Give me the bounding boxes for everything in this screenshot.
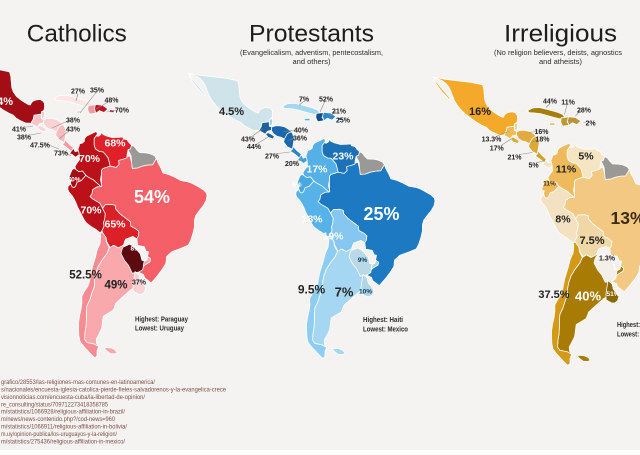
svg-text:44%: 44%: [247, 144, 262, 151]
svg-text:Catholics: Catholics: [27, 21, 127, 48]
svg-text:re_consulting/status/709712273: re_consulting/status/709712273418358785: [1, 402, 109, 408]
svg-text:70%: 70%: [67, 176, 80, 183]
svg-text:37.5%: 37.5%: [538, 289, 569, 301]
svg-text:17%: 17%: [490, 145, 505, 152]
svg-text:Highest: Paraguay: Highest: Paraguay: [135, 315, 189, 324]
svg-text:and others): and others): [293, 57, 331, 66]
svg-text:Lowest: Mexico: Lowest: Mexico: [363, 325, 408, 334]
svg-text:73%: 73%: [54, 150, 69, 157]
svg-text:4.5%: 4.5%: [219, 106, 244, 118]
svg-text:65%: 65%: [104, 219, 126, 231]
svg-text:16%: 16%: [469, 106, 491, 118]
svg-text:5%: 5%: [578, 151, 594, 163]
svg-text:54%: 54%: [134, 187, 170, 207]
svg-text:25%: 25%: [363, 204, 399, 224]
svg-text:visionnoticias.com/encuesta-cu: visionnoticias.com/encuesta-cuba/la-libe…: [1, 395, 145, 401]
svg-text:43%: 43%: [241, 136, 256, 143]
svg-text:18%: 18%: [535, 136, 550, 143]
svg-text:8%: 8%: [555, 214, 571, 226]
svg-text:40%: 40%: [575, 289, 601, 304]
svg-text:m/news/news-contenido.php?/cod: m/news/news-contenido.php?/cod-news=960: [1, 417, 116, 423]
svg-text:51%: 51%: [606, 291, 619, 298]
svg-text:m/statistics/1066911/religious: m/statistics/1066911/religious-affiliati…: [1, 425, 127, 431]
svg-text:m/statistics/1066928/religious: m/statistics/1066928/religious-affiliati…: [1, 410, 125, 416]
svg-text:11%: 11%: [543, 180, 556, 187]
svg-text:10%: 10%: [359, 288, 372, 295]
svg-text:89%: 89%: [130, 245, 143, 252]
svg-text:70%: 70%: [79, 153, 101, 165]
svg-text:16%: 16%: [534, 129, 549, 136]
svg-text:s/nacionales/encuesta-iglesia-: s/nacionales/encuesta-iglesia-catolica-p…: [1, 387, 227, 393]
svg-text:47.5%: 47.5%: [30, 142, 51, 149]
svg-text:13%: 13%: [610, 208, 640, 228]
svg-text:38%: 38%: [17, 134, 32, 141]
svg-text:27%: 27%: [265, 153, 280, 160]
svg-text:Protestants: Protestants: [249, 21, 374, 48]
svg-text:38%: 38%: [66, 118, 81, 125]
svg-text:52%: 52%: [319, 97, 334, 104]
svg-text:7.5%: 7.5%: [579, 235, 604, 247]
svg-text:Lowest: Paraguay: Lowest: Paraguay: [617, 330, 640, 339]
svg-text:(No religion believers, deists: (No religion believers, deists, agnostic…: [494, 48, 622, 57]
svg-text:40%: 40%: [294, 127, 309, 134]
svg-text:20%: 20%: [285, 161, 300, 168]
svg-text:11%: 11%: [561, 100, 575, 107]
svg-text:Highest: Uruguay: Highest: Uruguay: [617, 320, 640, 329]
svg-text:7%: 7%: [299, 97, 310, 104]
svg-text:9.5%: 9.5%: [298, 283, 326, 297]
svg-text:5%: 5%: [292, 181, 302, 188]
svg-text:2%: 2%: [585, 121, 596, 128]
svg-text:70%: 70%: [115, 108, 130, 115]
svg-text:grafico/28553/las-religiones-m: grafico/28553/las-religiones-mas-comunes…: [1, 380, 155, 386]
svg-text:Highest: Haiti: Highest: Haiti: [363, 315, 403, 324]
svg-text:52.5%: 52.5%: [69, 270, 102, 282]
svg-text:Irreligious: Irreligious: [504, 21, 617, 48]
svg-text:17%: 17%: [306, 164, 328, 176]
svg-text:m/statistics/275436/religious-: m/statistics/275436/religious-affiliatio…: [1, 439, 125, 445]
svg-text:Lowest: Uruguay: Lowest: Uruguay: [135, 324, 185, 333]
svg-text:36%: 36%: [293, 135, 308, 142]
svg-text:(Evangelicalism, adventism, pe: (Evangelicalism, adventism, pentecostali…: [240, 48, 383, 57]
svg-text:43%: 43%: [66, 126, 81, 133]
svg-text:5%: 5%: [528, 162, 539, 169]
svg-text:11%: 11%: [556, 164, 577, 176]
svg-text:23%: 23%: [332, 151, 354, 163]
svg-text:25%: 25%: [336, 118, 351, 125]
svg-text:7%: 7%: [335, 284, 354, 299]
svg-text:13.3%: 13.3%: [482, 136, 503, 143]
svg-text:and atheists): and atheists): [539, 57, 582, 66]
svg-text:37%: 37%: [132, 279, 147, 286]
svg-text:19%: 19%: [322, 231, 344, 243]
svg-text:74%: 74%: [0, 96, 13, 108]
svg-text:m.uy/opinion-publica/los-urugu: m.uy/opinion-publica/los-uruguayos-y-la-…: [1, 432, 117, 438]
svg-text:68%: 68%: [104, 138, 126, 150]
svg-text:28%: 28%: [577, 108, 592, 115]
svg-text:44%: 44%: [543, 99, 558, 106]
svg-text:21%: 21%: [507, 154, 522, 161]
svg-text:1.3%: 1.3%: [599, 255, 616, 262]
svg-text:27%: 27%: [71, 89, 86, 96]
svg-text:9%: 9%: [358, 257, 368, 264]
svg-text:18%: 18%: [301, 214, 323, 226]
svg-text:21%: 21%: [332, 109, 347, 116]
svg-text:41%: 41%: [12, 126, 27, 133]
svg-text:35%: 35%: [90, 88, 105, 95]
svg-text:70%: 70%: [80, 205, 102, 217]
svg-text:49%: 49%: [104, 279, 127, 291]
svg-text:48%: 48%: [104, 98, 119, 105]
